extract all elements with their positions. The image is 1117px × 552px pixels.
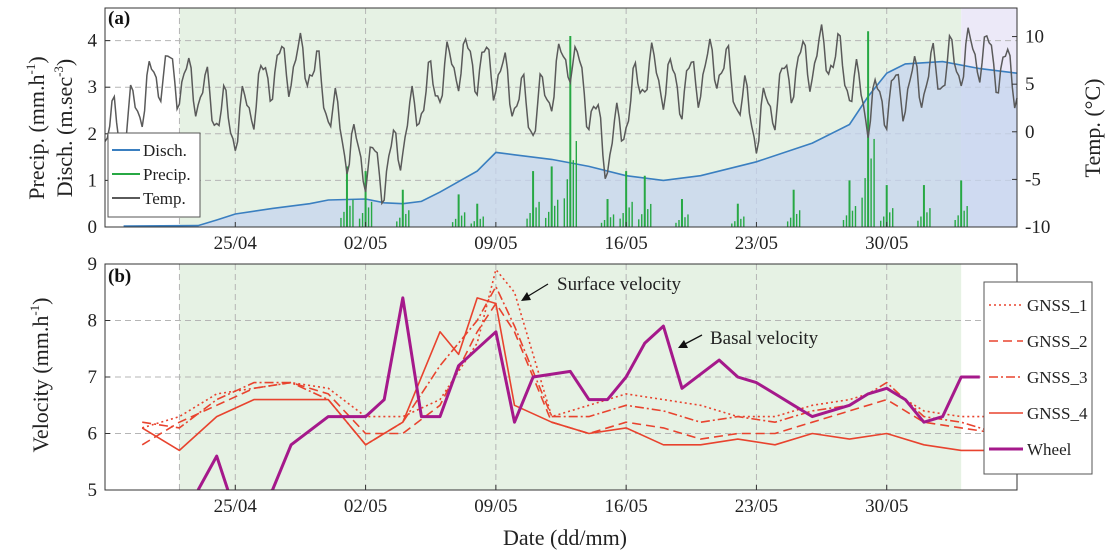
panel-a-legend-entry: Disch.: [143, 141, 187, 160]
annotation-surface-velocity: Surface velocity: [557, 274, 681, 295]
annotation-surface-arrowhead: [521, 292, 531, 301]
panel-a-xtick-label: 30/05: [865, 233, 908, 254]
panel-a-ytick-label-left: 4: [88, 31, 98, 52]
panel-a-ylabel-temp: Temp. (°C): [1080, 79, 1105, 178]
temp-line: [104, 24, 1018, 206]
panel-a-ytick-label-right: 0: [1025, 122, 1035, 143]
panel-a-legend-entry: Temp.: [143, 189, 186, 208]
panel-a-legend-entry: Precip.: [143, 165, 191, 184]
panel-a-ytick-label-left: 1: [88, 170, 98, 191]
panel-b-legend-entry: GNSS_1: [1027, 296, 1087, 315]
series-wheel-line: [196, 296, 980, 490]
panel-b-xlabel: Date (dd/mm): [503, 525, 627, 550]
panel-a-ytick-label-right: 10: [1025, 27, 1044, 48]
panel-b-ytick-label: 9: [88, 254, 98, 275]
annotation-basal-arrow: [682, 334, 703, 346]
panel-a-xtick-label: 25/04: [214, 233, 258, 254]
panel-a-ytick-label-left: 0: [88, 217, 98, 238]
panel-b-legend-entry: GNSS_4: [1027, 404, 1088, 423]
panel-a-ytick-label-left: 2: [88, 124, 98, 145]
panel-a-ylabel-precip: Precip. (mm.h-1): [23, 56, 49, 199]
panel-a-legend: Disch. Precip. Temp.: [107, 132, 201, 218]
panel-b-xtick-label: 23/05: [735, 496, 778, 517]
panel-a-ytick-label-right: 5: [1025, 74, 1035, 95]
panel-a-ylabel-disch: Disch. (m.sec-3): [51, 59, 77, 198]
panel-b-xtick-label: 30/05: [865, 496, 908, 517]
panel-a-ytick-label-left: 3: [88, 77, 98, 98]
panel-a-ytick-label-right: -10: [1025, 217, 1050, 238]
panel-a-xtick-label: 16/05: [605, 233, 648, 254]
panel-b-legend-box: [983, 281, 1093, 475]
panel-b-legend-entry: Wheel: [1027, 440, 1072, 459]
panel-b-legend: GNSS_1 GNSS_2 GNSS_3 GNSS_4 Wheel: [983, 281, 1093, 475]
disch-line: [123, 60, 1018, 227]
panel-b-legend-entry: GNSS_3: [1027, 368, 1087, 387]
panel-b-ytick-label: 8: [88, 311, 98, 332]
panel-a-label: (a): [108, 8, 130, 29]
panel-a-frame: [104, 7, 1018, 228]
panel-a-xtick-label: 09/05: [474, 233, 517, 254]
panel-a-ytick-label-right: -5: [1025, 169, 1041, 190]
disch-area: [123, 61, 1018, 227]
panel-b-ytick-label: 5: [88, 480, 98, 501]
panel-b-ylabel: Velocity (mm.h-1): [27, 297, 53, 452]
panel-b-xtick-label: 02/05: [344, 496, 387, 517]
panel-b-legend-entry: GNSS_2: [1027, 332, 1087, 351]
panel-b-label: (b): [108, 266, 131, 287]
panel-b-ytick-label: 7: [88, 367, 98, 388]
annotation-basal-velocity: Basal velocity: [710, 328, 819, 349]
panel-a-xtick-label: 02/05: [344, 233, 387, 254]
series-gnss-4-line: [141, 297, 999, 452]
panel-b: 5 6 7 8 9 25/04 02/05 09/05 16/05 23/05 30/05 Surfa…: [88, 254, 1093, 517]
panel-b-xtick-label: 16/05: [605, 496, 648, 517]
panel-b-xtick-label: 25/04: [214, 496, 258, 517]
panel-a: 0 1 2 3 4 -10 -5 0 5 10 25/04 02/05 09/05 16/05 23/05 3…: [88, 7, 1050, 254]
panel-b-ytick-label: 6: [88, 424, 98, 445]
panel-a-xtick-label: 23/05: [735, 233, 778, 254]
annotation-basal-arrowhead: [678, 340, 688, 348]
panel-b-xtick-label: 09/05: [474, 496, 517, 517]
